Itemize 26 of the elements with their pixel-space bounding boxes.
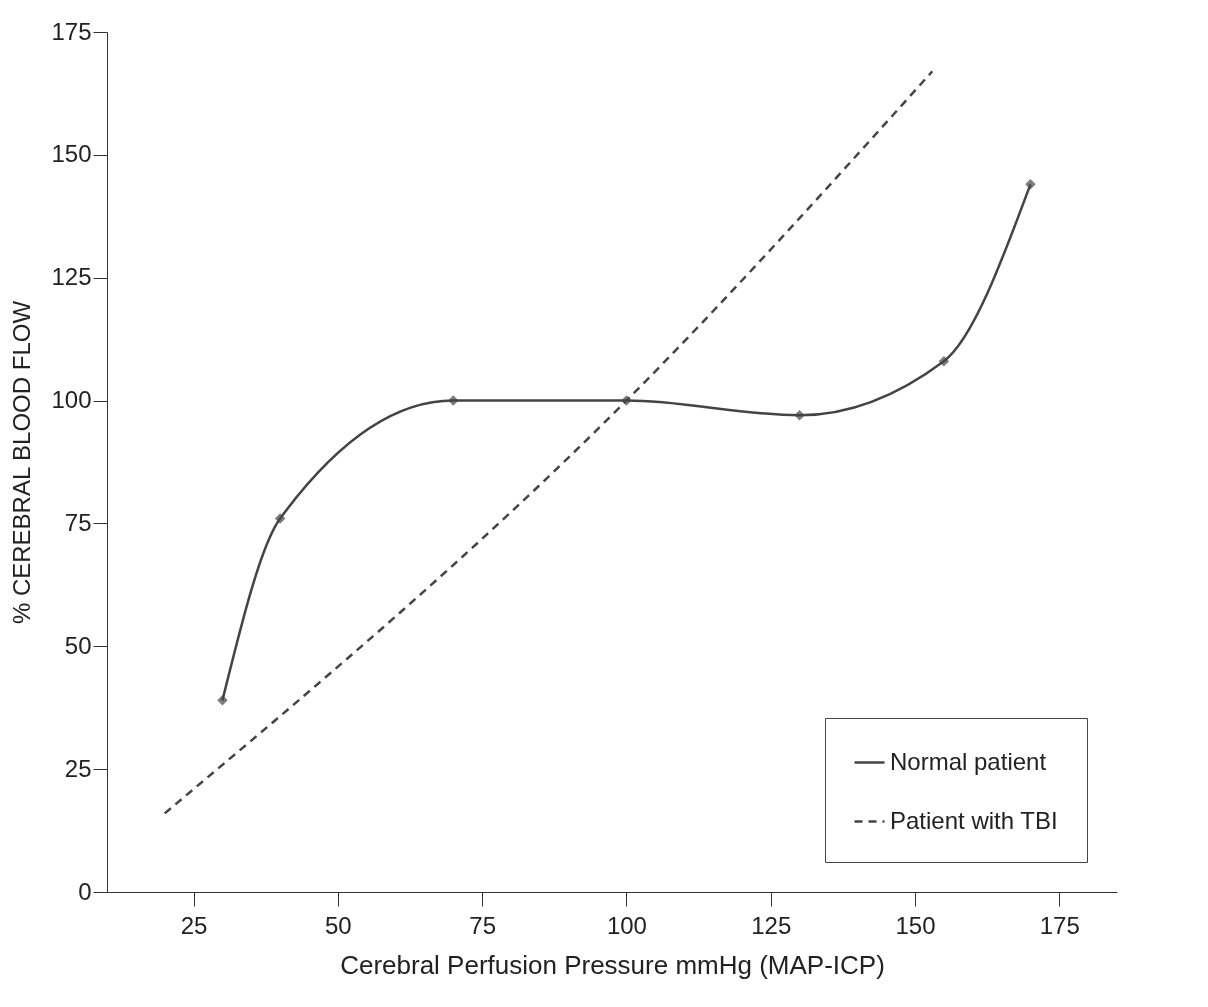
y-tick-label: 50 [64,631,92,659]
y-tick-label: 25 [64,754,92,782]
y-tick-label: 125 [51,263,92,291]
point [1025,179,1036,190]
x-tick-label: 150 [895,911,936,939]
x-tick-label: 25 [180,911,208,939]
point [217,695,228,706]
x-axis-title: Cerebral Perfusion Pressure mmHg (MAP-ICP) [340,949,885,980]
legend-label: Patient with TBI [890,806,1058,834]
y-tick-label: 175 [51,17,92,45]
y-tick-label: 100 [51,386,92,414]
point [938,356,950,367]
y-tick-label: 0 [78,877,92,905]
x-tick-label: 175 [1039,911,1080,939]
x-tick-label: 50 [325,911,352,939]
point [794,410,805,421]
y-axis-title: % CEREBRAL BLOOD FLOW [8,300,36,625]
point [621,395,632,406]
point [274,513,286,524]
x-tick-label: 75 [469,911,496,939]
x-tick-label: 100 [606,911,647,939]
legend-label: Normal patient [890,747,1047,775]
point [448,395,459,406]
x-tick-label: 125 [751,911,792,939]
y-tick-label: 150 [51,140,92,168]
y-tick-label: 75 [64,508,92,536]
